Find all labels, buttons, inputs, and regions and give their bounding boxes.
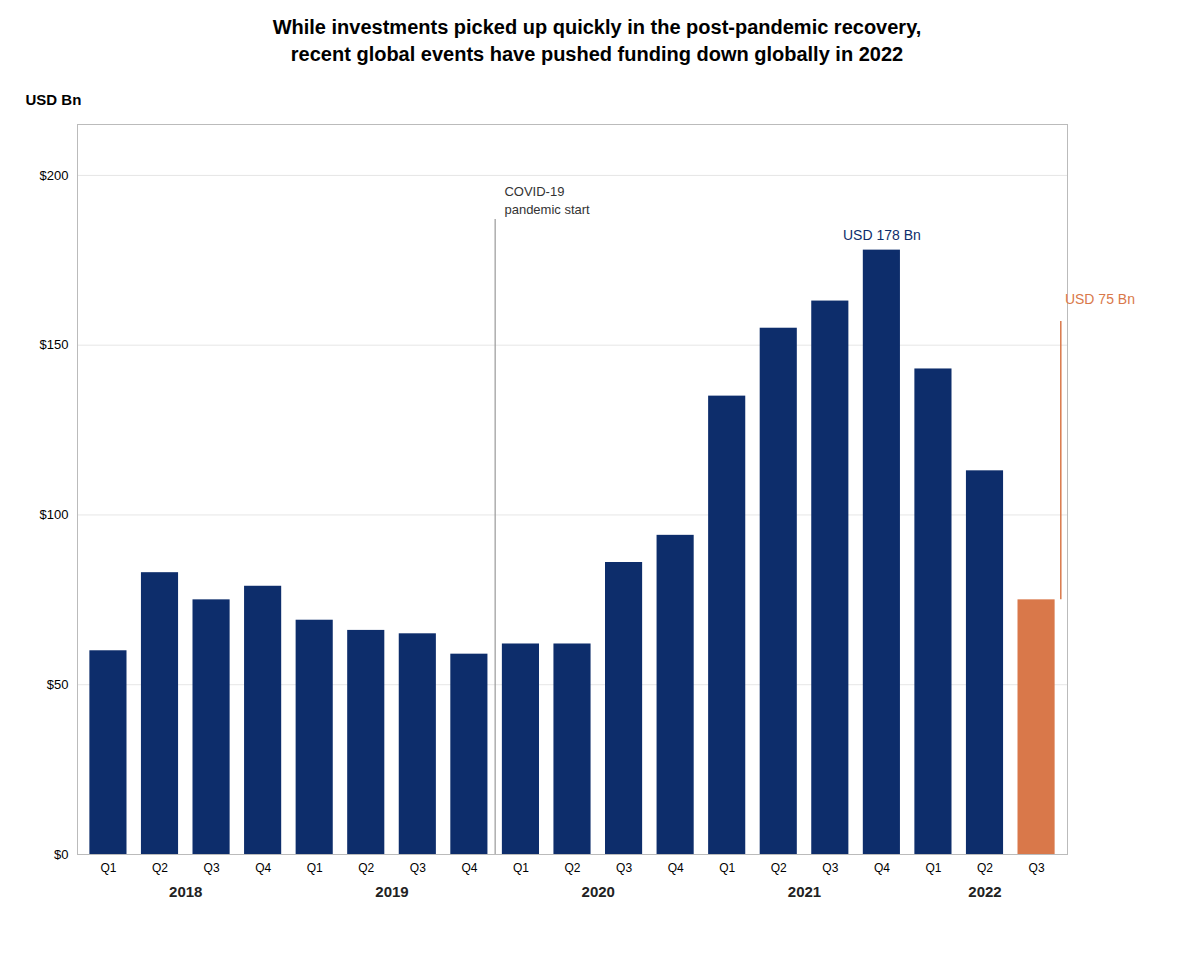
svg-text:Q1: Q1 xyxy=(307,861,323,875)
svg-text:2020: 2020 xyxy=(582,883,615,900)
svg-text:Q1: Q1 xyxy=(100,861,116,875)
svg-text:USD 178 Bn: USD 178 Bn xyxy=(843,227,921,243)
svg-text:2022: 2022 xyxy=(968,883,1001,900)
svg-text:Q3: Q3 xyxy=(1029,861,1045,875)
svg-text:Q3: Q3 xyxy=(204,861,220,875)
svg-text:Q2: Q2 xyxy=(771,861,787,875)
svg-text:Q1: Q1 xyxy=(513,861,529,875)
svg-text:$50: $50 xyxy=(47,677,69,692)
svg-text:Q4: Q4 xyxy=(874,861,890,875)
svg-text:Q2: Q2 xyxy=(358,861,374,875)
svg-text:Q4: Q4 xyxy=(255,861,271,875)
svg-text:$200: $200 xyxy=(40,168,69,183)
html-text:While investments picked up qu: While investments picked up quickly in t… xyxy=(272,16,922,65)
svg-text:USD Bn: USD Bn xyxy=(26,91,82,108)
svg-text:Q2: Q2 xyxy=(564,861,580,875)
svg-text:USD 75 Bn: USD 75 Bn xyxy=(1065,291,1135,307)
svg-text:$100: $100 xyxy=(40,507,69,522)
svg-text:Q3: Q3 xyxy=(822,861,838,875)
svg-text:Q3: Q3 xyxy=(616,861,632,875)
svg-text:2021: 2021 xyxy=(788,883,821,900)
svg-text:Q2: Q2 xyxy=(152,861,168,875)
svg-text:2019: 2019 xyxy=(375,883,408,900)
svg-text:Q4: Q4 xyxy=(461,861,477,875)
svg-text:Q1: Q1 xyxy=(719,861,735,875)
svg-text:2018: 2018 xyxy=(169,883,202,900)
svg-text:$0: $0 xyxy=(54,847,68,862)
svg-text:Q4: Q4 xyxy=(668,861,684,875)
svg-text:Q3: Q3 xyxy=(410,861,426,875)
svg-text:Q2: Q2 xyxy=(977,861,993,875)
svg-text:COVID-19pandemic start: COVID-19pandemic start xyxy=(504,184,590,217)
svg-text:Q1: Q1 xyxy=(925,861,941,875)
svg-text:$150: $150 xyxy=(40,337,69,352)
